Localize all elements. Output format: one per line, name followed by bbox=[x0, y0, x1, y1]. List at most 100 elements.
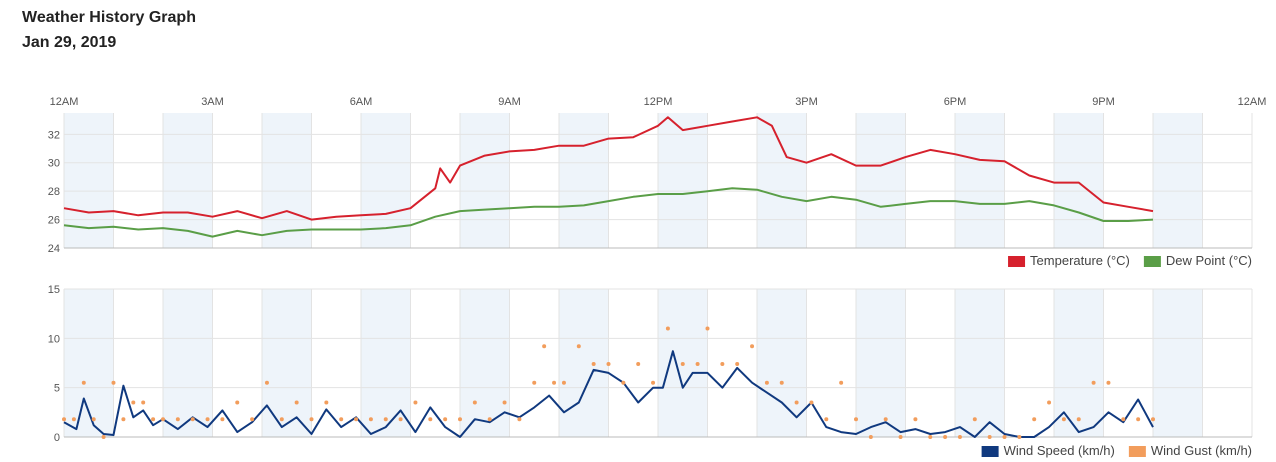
temperature-line bbox=[63, 116, 1154, 221]
wind-gust-point bbox=[735, 361, 740, 366]
wind-gust-point bbox=[1002, 435, 1007, 439]
wind-speed-line bbox=[63, 350, 1154, 438]
x-tick-label: 3PM bbox=[795, 96, 818, 108]
legend-label: Dew Point (°C) bbox=[1166, 253, 1252, 268]
wind-gust-point bbox=[695, 361, 700, 366]
x-tick-label: 6PM bbox=[944, 96, 967, 108]
wind-gust-point bbox=[824, 417, 829, 422]
wind-gust-point bbox=[576, 344, 581, 349]
wind-gust-point bbox=[151, 417, 156, 422]
legend-label: Wind Speed (km/h) bbox=[1004, 443, 1115, 458]
wind-gust-point bbox=[665, 326, 670, 331]
wind-gust-point bbox=[1076, 417, 1081, 422]
wind-gust-point bbox=[141, 400, 146, 405]
wind-gust-point bbox=[883, 417, 888, 422]
wind-gust-point bbox=[101, 435, 106, 439]
x-tick-label: 6AM bbox=[350, 96, 373, 108]
hour-band bbox=[658, 113, 708, 248]
hour-band bbox=[460, 113, 510, 248]
legend-label: Temperature (°C) bbox=[1030, 253, 1130, 268]
wind-gust-point bbox=[250, 417, 255, 422]
wind-gust-point bbox=[294, 400, 299, 405]
wind-gust-point bbox=[517, 417, 522, 422]
wind-gust-point bbox=[91, 417, 96, 422]
wind-gust-point bbox=[235, 400, 240, 405]
wind-gust-point bbox=[705, 326, 710, 331]
wind-gust-point bbox=[680, 361, 685, 366]
hour-band bbox=[262, 289, 312, 437]
y-tick-label: 28 bbox=[48, 186, 60, 198]
wind-gust-point bbox=[1091, 380, 1096, 385]
hour-band bbox=[757, 289, 807, 437]
wind-gust-point bbox=[868, 435, 873, 439]
wind-gust-point bbox=[1017, 435, 1022, 439]
y-tick-label: 5 bbox=[54, 383, 60, 395]
x-tick-label: 12PM bbox=[644, 96, 673, 108]
wind-gust-point bbox=[957, 435, 962, 439]
x-tick-label: 3AM bbox=[201, 96, 224, 108]
hour-band bbox=[559, 113, 609, 248]
hour-band bbox=[163, 113, 213, 248]
wind-gust-point bbox=[1106, 380, 1111, 385]
wind-gust-point bbox=[443, 417, 448, 422]
wind-gust-point bbox=[220, 417, 225, 422]
wind-gust-point bbox=[368, 417, 373, 422]
hour-band bbox=[262, 113, 312, 248]
y-tick-label: 26 bbox=[48, 215, 60, 227]
wind-gust-point bbox=[542, 344, 547, 349]
wind-gust-point bbox=[264, 380, 269, 385]
wind-gust-point bbox=[606, 361, 611, 366]
hour-band bbox=[1054, 289, 1104, 437]
wind-gust-point bbox=[279, 417, 284, 422]
legend-label: Wind Gust (km/h) bbox=[1151, 443, 1252, 458]
wind-gust-point bbox=[764, 380, 769, 385]
wind-gust-point bbox=[121, 417, 126, 422]
x-tick-label: 12AM bbox=[1238, 96, 1267, 108]
legend-swatch bbox=[981, 446, 999, 457]
y-tick-label: 0 bbox=[54, 432, 60, 444]
wind-gust-point bbox=[794, 400, 799, 405]
wind-gust-point bbox=[750, 344, 755, 349]
wind-gust-point bbox=[779, 380, 784, 385]
wind-gust-point bbox=[190, 417, 195, 422]
wind-gust-point bbox=[383, 417, 388, 422]
legend-swatch bbox=[1128, 446, 1146, 457]
wind-gust-point bbox=[1136, 417, 1141, 422]
wind-gust-point bbox=[131, 400, 136, 405]
wind-gust-point bbox=[62, 417, 66, 422]
y-tick-label: 15 bbox=[48, 284, 60, 296]
legend-swatch bbox=[1143, 256, 1161, 267]
wind-gust-point bbox=[987, 435, 992, 439]
wind-gust-point bbox=[972, 417, 977, 422]
wind-gust-point bbox=[309, 417, 314, 422]
wind-gust-point bbox=[175, 417, 180, 422]
hour-band bbox=[1153, 113, 1203, 248]
hour-band bbox=[757, 113, 807, 248]
hour-band bbox=[955, 113, 1005, 248]
wind-gust-point bbox=[487, 417, 492, 422]
hour-band bbox=[1054, 113, 1104, 248]
wind-gust-point bbox=[428, 417, 433, 422]
wind-gust-point bbox=[809, 400, 814, 405]
dew-point-line bbox=[63, 187, 1154, 238]
hour-band bbox=[1153, 289, 1203, 437]
wind-gust-point bbox=[472, 400, 477, 405]
hour-band bbox=[163, 289, 213, 437]
wind-gust-point bbox=[458, 417, 462, 422]
wind-gust-point bbox=[621, 380, 626, 385]
hour-band bbox=[856, 113, 906, 248]
y-tick-label: 30 bbox=[48, 158, 60, 170]
x-tick-label: 9PM bbox=[1092, 96, 1115, 108]
wind-gust-point bbox=[839, 380, 844, 385]
wind-gust-point bbox=[324, 400, 329, 405]
wind-gust-point bbox=[1121, 417, 1126, 422]
wind-gust-point bbox=[398, 417, 403, 422]
wind-gust-point bbox=[651, 380, 656, 385]
hour-band bbox=[955, 289, 1005, 437]
wind-gust-point bbox=[854, 417, 858, 422]
wind-gust-point bbox=[111, 380, 116, 385]
hour-band bbox=[559, 289, 609, 437]
wind-gust-point bbox=[913, 417, 918, 422]
wind-gust-point bbox=[591, 361, 596, 366]
